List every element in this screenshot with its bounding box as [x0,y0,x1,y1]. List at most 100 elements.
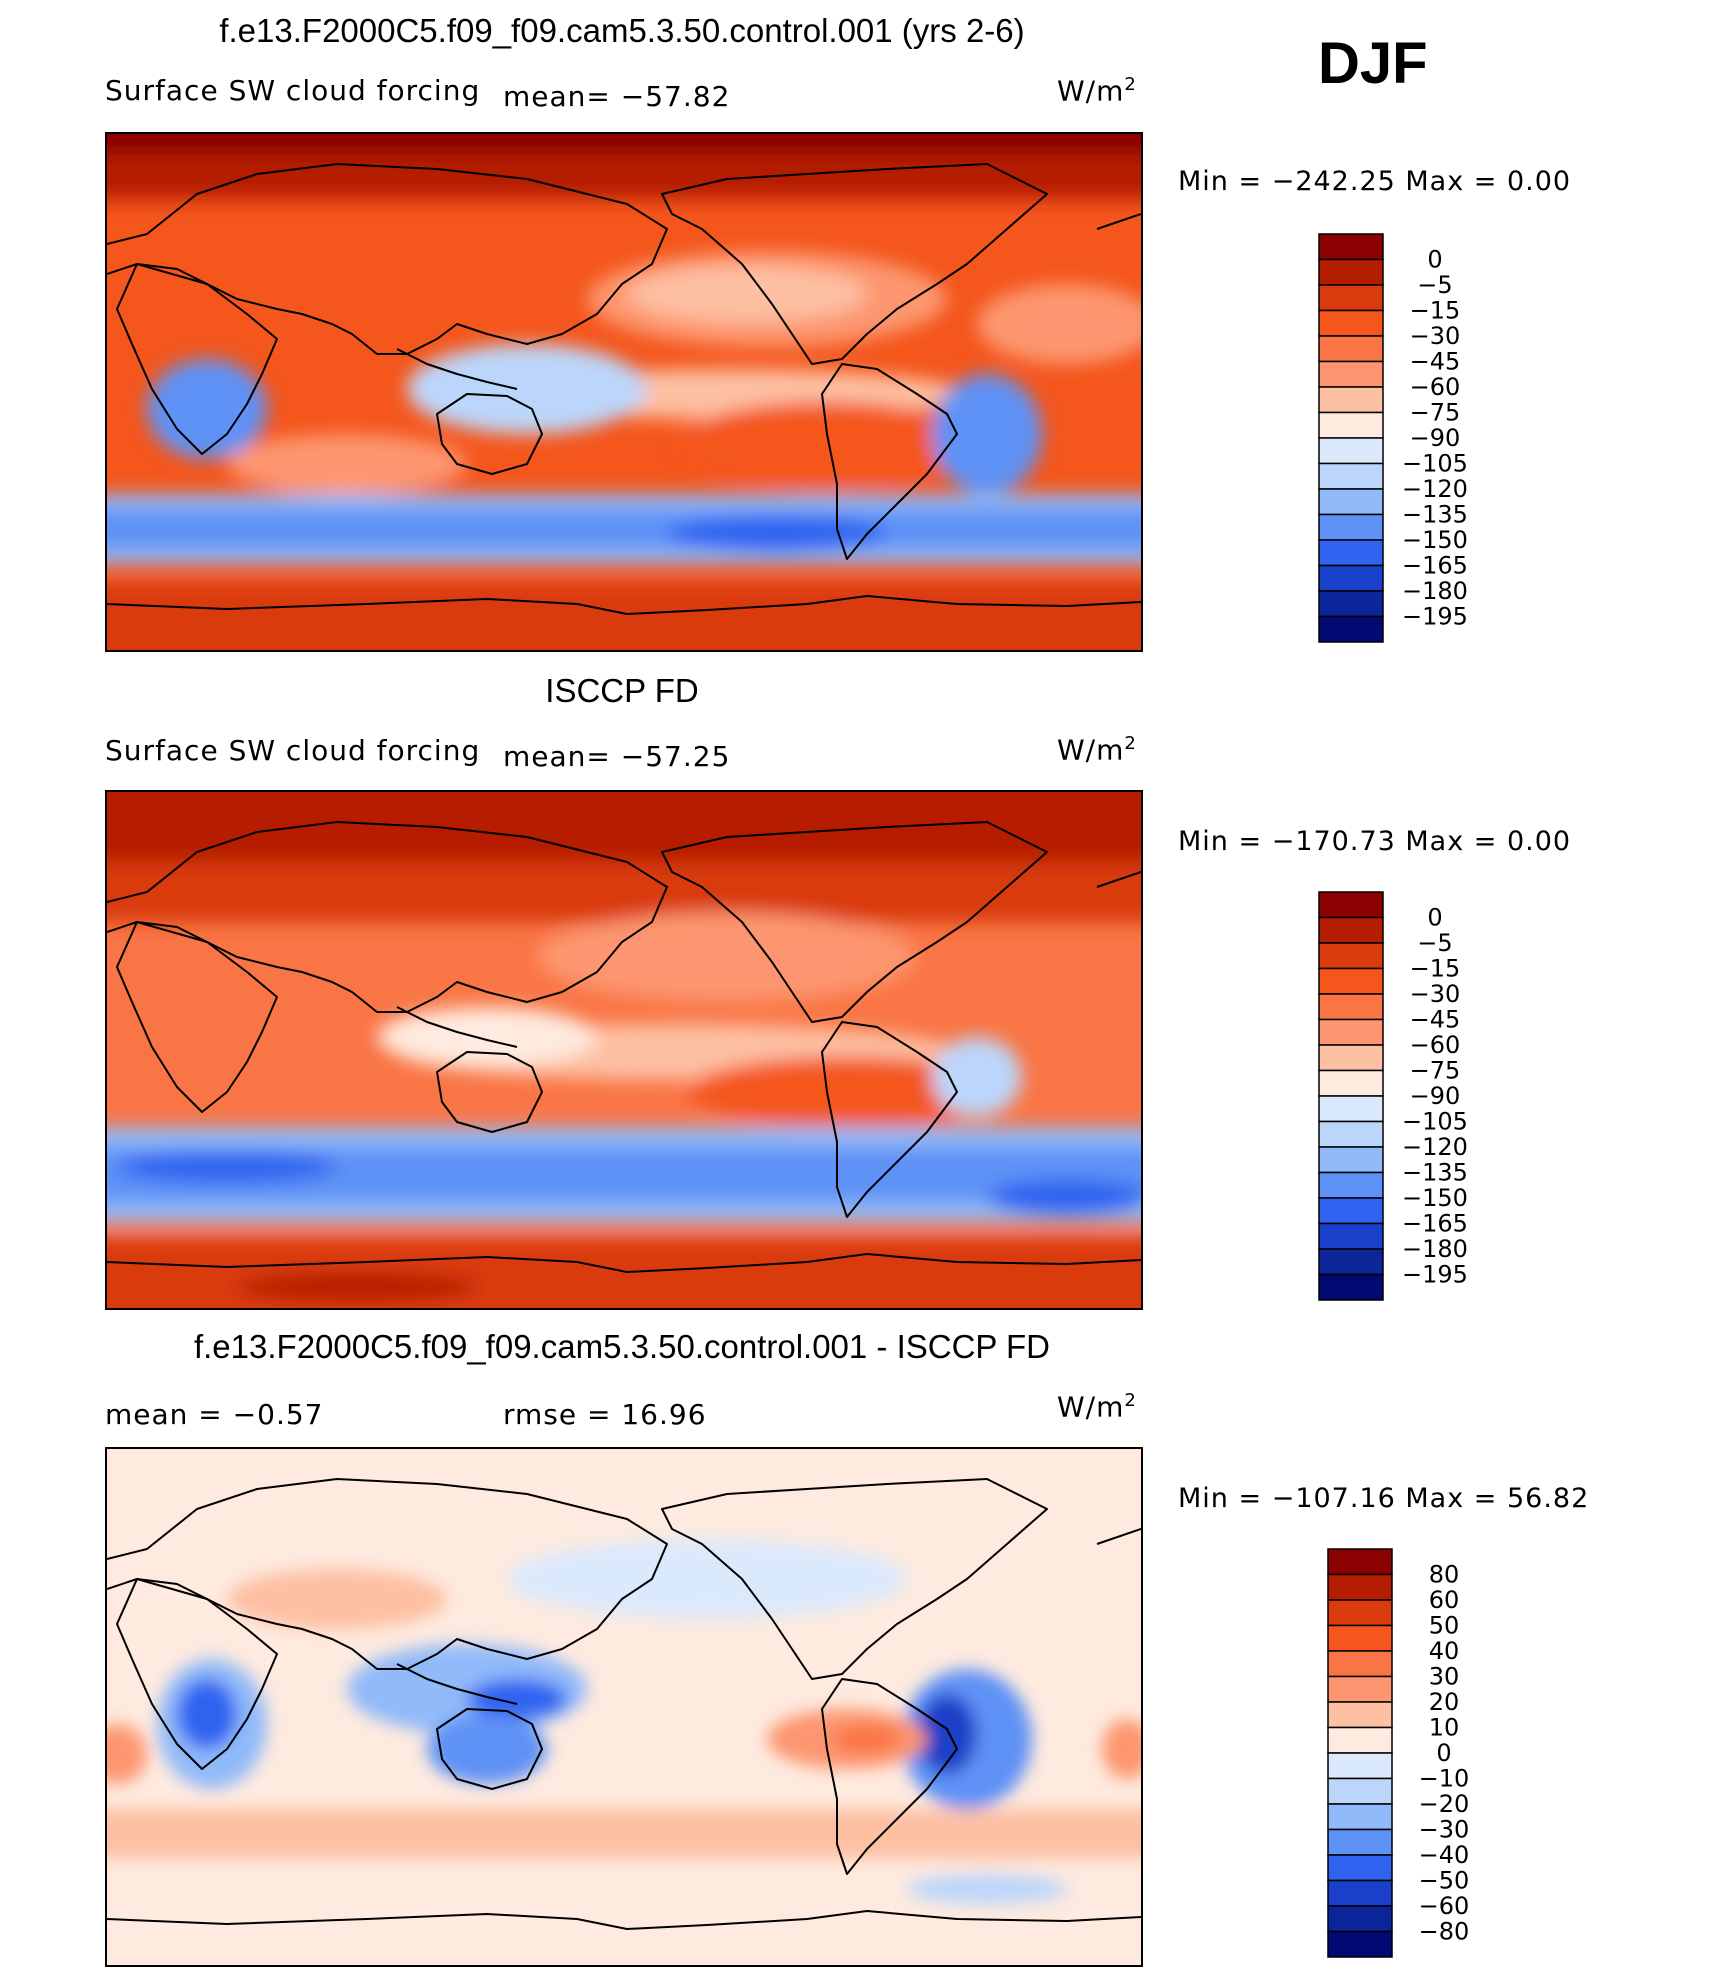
p1-coast-australia [436,393,543,475]
colorbar-cell [1318,916,1384,944]
colorbar-tick-label: −90 [1410,424,1461,452]
colorbar-cell [1318,993,1384,1021]
colorbar-cell [1318,462,1384,490]
p1-coast-indonesia [396,348,518,390]
colorbar-cell [1327,1701,1393,1729]
colorbar-tick-label: −135 [1402,501,1468,529]
units-exp: 2 [1124,733,1137,754]
p2-indo [377,1007,597,1067]
p2-coast-antarctica [107,1253,1141,1273]
colorbar-tick-label: 50 [1429,1612,1460,1640]
colorbar-tick-label: −150 [1402,526,1468,554]
panel2-colorbar: 0 −5 −15 −30 −45 −60 −75 −90 −105 −120 −135 −150 −16… [1318,890,1479,1301]
p1-npacific-core [627,266,867,322]
p1-coast-africa [116,263,278,455]
p2-arctic-band [107,792,1141,867]
p2-antarctic-core [237,1273,477,1301]
colorbar-cell [1318,942,1384,970]
p3-coast-eurasia [107,1478,668,1670]
p2-antarctic [107,1237,1141,1308]
colorbar-cell [1327,1930,1393,1958]
colorbar-tick-label: −20 [1419,1790,1470,1818]
colorbar-tick-label: −45 [1410,1006,1461,1034]
colorbar-tick-label: −120 [1402,1133,1468,1161]
colorbar-cell [1318,564,1384,592]
colorbar-tick-label: −15 [1410,955,1461,983]
colorbar-cell [1318,360,1384,388]
colorbar-cell [1327,1752,1393,1780]
colorbar-tick-label: −30 [1419,1816,1470,1844]
p2-coast-australia [436,1051,543,1133]
colorbar-tick-label: −40 [1419,1841,1470,1869]
units-base: W/m [1057,733,1125,767]
p1-antarctic [107,584,1141,650]
colorbar-cell [1318,488,1384,516]
panel2-title: ISCCP FD [545,672,699,709]
colorbar-cell [1318,1197,1384,1225]
colorbar-tick-label: −180 [1402,577,1468,605]
panel3-map [105,1447,1143,1967]
colorbar-cell [1327,1726,1393,1754]
panel3-units: W/m2 [1057,1390,1137,1423]
p3-sepac-core [832,1725,902,1753]
colorbar-cell [1318,615,1384,643]
panel1-colorbar: 0 −5 −15 −30 −45 −60 −75 −90 −105 −120 −135 −150 −16… [1318,232,1479,643]
colorbar-tick-label: −120 [1402,475,1468,503]
p2-se-pac [687,1057,1007,1127]
colorbar-tick-label: −135 [1402,1159,1468,1187]
colorbar-cell [1318,437,1384,465]
colorbar-cell [1318,1069,1384,1097]
colorbar-tick-label: 0 [1427,246,1442,274]
p3-coast-samerica [821,1678,958,1875]
p1-coast-europe-east [1096,213,1141,230]
colorbar-tick-label: −75 [1410,1057,1461,1085]
p1-amazon [932,374,1042,494]
p2-coast-indonesia [396,1006,518,1048]
colorbar-cell [1327,1777,1393,1805]
colorbar-tick-label: −80 [1419,1918,1470,1946]
p3-asia-warm [227,1569,447,1629]
colorbar-cell [1327,1548,1393,1576]
colorbar-cell [1318,891,1384,919]
panel2-minmax: Min = −170.73 Max = 0.00 [1178,826,1572,857]
colorbar-tick-label: −30 [1410,322,1461,350]
p3-w-africa-pos [107,1724,147,1784]
colorbar-tick-label: 0 [1436,1739,1451,1767]
p3-warmpool-core [467,1679,567,1719]
colorbar-tick-label: −105 [1402,450,1468,478]
p1-coast-eurasia [107,163,668,355]
p1-sind [227,434,467,494]
panel1-subtitle: Surface SW cloud forcing [105,74,481,107]
colorbar-cell [1318,1120,1384,1148]
colorbar-tick-label: −165 [1402,1210,1468,1238]
colorbar-cell [1318,233,1384,261]
panel3-mean: mean = −0.57 [105,1398,324,1431]
colorbar-cell [1327,1599,1393,1627]
colorbar-tick-label: 60 [1429,1586,1460,1614]
p3-coast-indonesia [396,1663,518,1705]
colorbar-cell [1318,411,1384,439]
p2-npacific [537,912,917,1002]
colorbar-cell [1327,1675,1393,1703]
units-exp: 2 [1124,74,1137,95]
colorbar-tick-label: −30 [1410,980,1461,1008]
panel1-minmax: Min = −242.25 Max = 0.00 [1178,166,1572,197]
colorbar-cell [1318,309,1384,337]
colorbar-cell [1327,1650,1393,1678]
colorbar-cell [1318,335,1384,363]
panel2-mean: mean= −57.25 [503,740,731,773]
colorbar-cell [1318,513,1384,541]
colorbar-tick-label: −195 [1402,1261,1468,1289]
colorbar-cell [1327,1624,1393,1652]
colorbar-tick-label: −15 [1410,297,1461,325]
colorbar-tick-label: −165 [1402,552,1468,580]
colorbar-tick-label: −150 [1402,1184,1468,1212]
p3-so-band [107,1809,1141,1859]
panel1-colorbar-svg: 0−5−15−30−45−60−75−90−105−120−135−150−16… [1318,233,1468,643]
colorbar-cell [1318,967,1384,995]
colorbar-tick-label: −90 [1410,1082,1461,1110]
p1-se-pac [677,402,977,486]
colorbar-tick-label: −105 [1402,1108,1468,1136]
p1-so-core [667,516,887,552]
